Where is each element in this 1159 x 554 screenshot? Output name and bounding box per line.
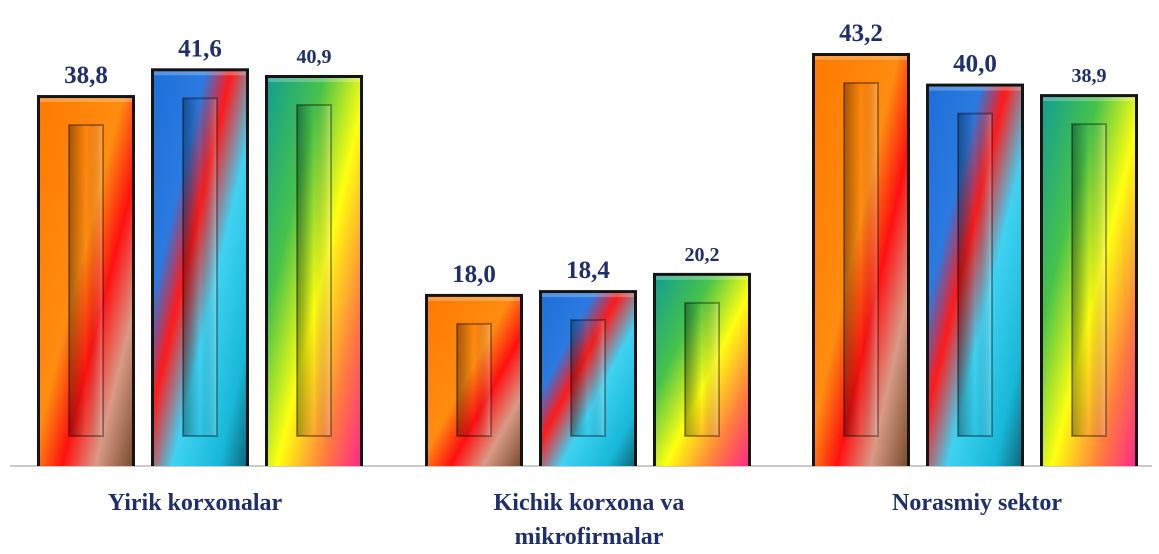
category-label-kichik-korxona: Kichik korxona va mikrofirmalar — [493, 490, 685, 550]
value-label-norasmiy-3: 38,9 — [1072, 65, 1107, 87]
bar-norasmiy-3 — [1040, 94, 1138, 466]
value-label-yirik-2: 41,6 — [178, 35, 222, 62]
bar-yirik-1 — [37, 95, 135, 466]
category-label-yirik-korxonalar: Yirik korxonalar — [107, 490, 283, 516]
bar-norasmiy-2 — [926, 83, 1024, 466]
bar-yirik-2 — [151, 68, 249, 466]
bar-kichik-3 — [653, 272, 751, 466]
value-label-kichik-3: 20,2 — [685, 244, 720, 266]
bar-kichik-2 — [539, 290, 637, 466]
value-label-yirik-3: 40,9 — [297, 46, 332, 68]
value-label-yirik-1: 38,8 — [64, 62, 108, 89]
value-label-norasmiy-2: 40,0 — [953, 51, 997, 78]
bar-kichik-1 — [425, 293, 523, 466]
value-label-norasmiy-1: 43,2 — [839, 20, 883, 47]
value-label-kichik-2: 18,4 — [566, 257, 610, 284]
bar-norasmiy-1 — [812, 53, 910, 466]
value-label-kichik-1: 18,0 — [452, 261, 496, 288]
category-label-norasmiy-sektor: Norasmiy sektor — [892, 490, 1062, 516]
bar-yirik-3 — [265, 74, 363, 466]
